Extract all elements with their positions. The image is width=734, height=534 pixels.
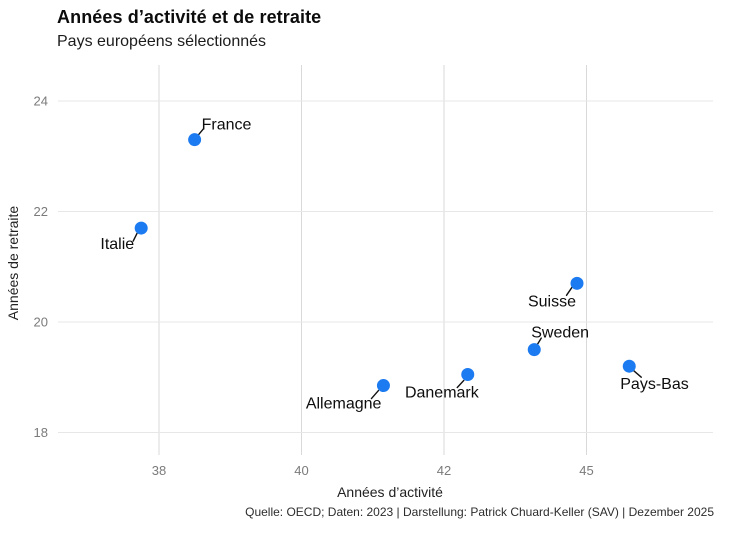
point-label: Italie xyxy=(100,236,134,253)
x-tick-label: 42 xyxy=(437,463,451,478)
x-axis-title: Années d’activité xyxy=(337,484,443,500)
x-tick-label: 38 xyxy=(152,463,166,478)
data-points xyxy=(134,133,636,393)
point-label: France xyxy=(202,117,252,134)
data-point xyxy=(527,343,541,357)
data-point xyxy=(188,133,202,147)
vertical-gridlines xyxy=(158,65,587,455)
leader-line xyxy=(565,286,573,297)
leader-line xyxy=(197,128,204,136)
x-axis-tick-labels: 38 40 42 45 xyxy=(152,463,594,478)
horizontal-gridlines xyxy=(58,100,713,433)
data-point xyxy=(622,359,636,373)
data-point xyxy=(461,367,475,381)
point-label: Pays-Bas xyxy=(620,376,688,393)
point-label: Allemagne xyxy=(306,396,382,413)
chart-title: Années d’activité et de retraite xyxy=(57,7,322,27)
point-label: Sweden xyxy=(531,325,589,342)
leader-lines xyxy=(132,128,642,400)
y-axis-title: Années de retraite xyxy=(5,206,21,321)
leader-line xyxy=(536,337,542,346)
data-point-labels: France Italie Allemagne Danemark Sweden Suiss… xyxy=(100,117,688,413)
leader-line xyxy=(456,379,465,389)
chart-footer: Quelle: OECD; Daten: 2023 | Darstellung:… xyxy=(245,505,714,519)
leader-line xyxy=(633,370,642,378)
x-tick-label: 45 xyxy=(579,463,593,478)
chart-subtitle: Pays européens sélectionnés xyxy=(57,33,267,50)
x-tick-label: 40 xyxy=(294,463,308,478)
y-tick-label: 24 xyxy=(34,94,48,109)
y-tick-label: 18 xyxy=(34,425,48,440)
point-label: Suisse xyxy=(528,293,576,310)
y-tick-label: 20 xyxy=(34,315,48,330)
point-label: Danemark xyxy=(405,384,480,401)
leader-line xyxy=(132,232,138,242)
data-point xyxy=(376,379,390,393)
data-point xyxy=(134,221,148,235)
data-point xyxy=(570,276,584,290)
y-tick-label: 22 xyxy=(34,204,48,219)
y-axis-tick-labels: 24 22 20 18 xyxy=(34,94,48,441)
leader-line xyxy=(370,389,380,400)
